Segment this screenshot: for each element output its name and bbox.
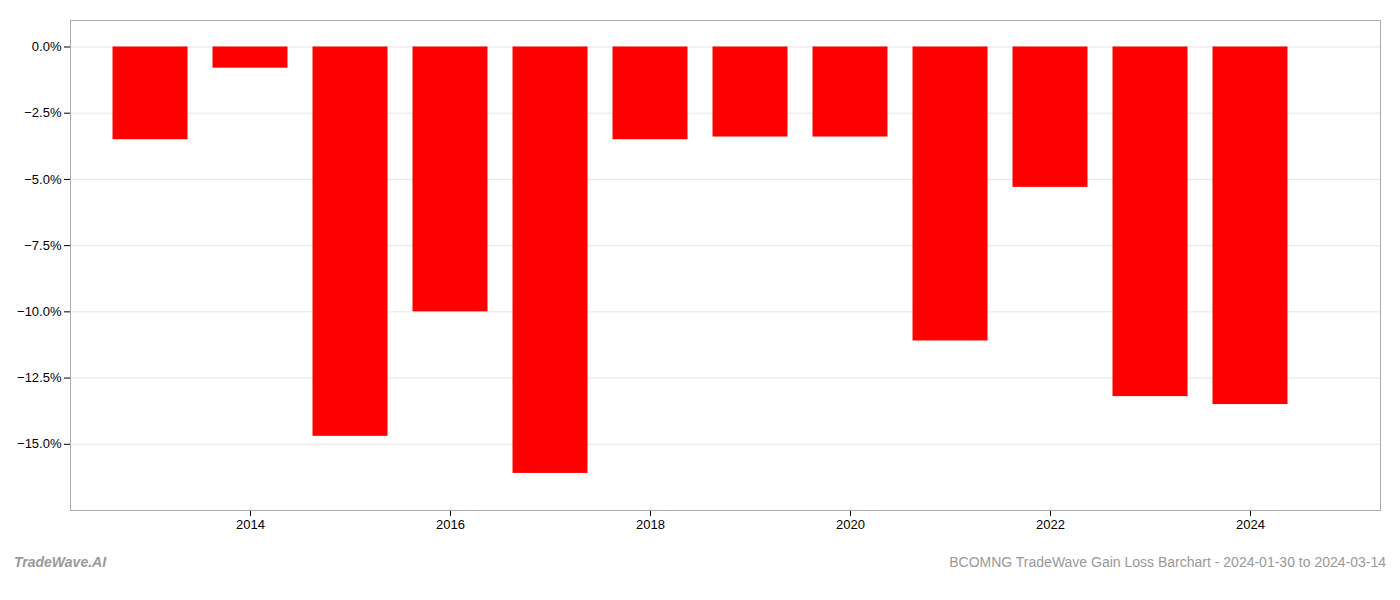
- svg-text:2018: 2018: [636, 517, 665, 532]
- svg-text:2024: 2024: [1236, 517, 1265, 532]
- svg-text:2020: 2020: [836, 517, 865, 532]
- html-text:TradeWave.AI: TradeWave.AI: [14, 554, 107, 570]
- svg-text:2016: 2016: [436, 517, 465, 532]
- svg-text:2014: 2014: [236, 517, 265, 532]
- svg-text:−12.5%: −12.5%: [17, 370, 62, 385]
- html-text:BCOMNG TradeWave Gain Loss Bar: BCOMNG TradeWave Gain Loss Barchart - 20…: [949, 554, 1386, 570]
- svg-text:−15.0%: −15.0%: [17, 436, 62, 451]
- svg-text:−7.5%: −7.5%: [24, 238, 62, 253]
- svg-text:−10.0%: −10.0%: [17, 304, 62, 319]
- svg-text:0.0%: 0.0%: [32, 39, 62, 54]
- svg-text:−2.5%: −2.5%: [24, 105, 62, 120]
- svg-text:2022: 2022: [1036, 517, 1065, 532]
- svg-text:−5.0%: −5.0%: [24, 172, 62, 187]
